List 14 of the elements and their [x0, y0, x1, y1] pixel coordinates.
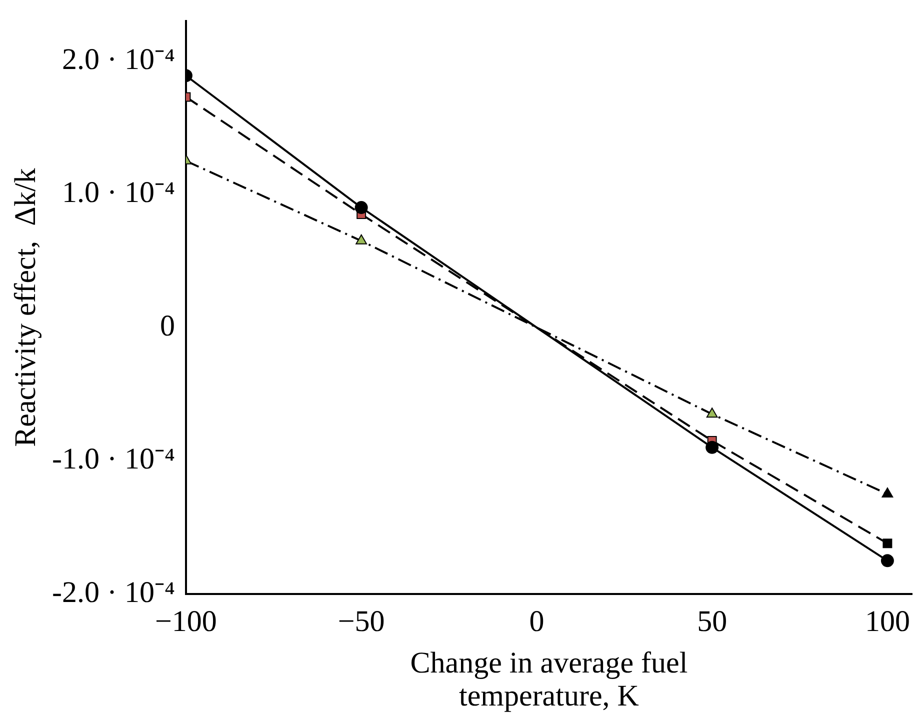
y-tick-label: 1.0 · 10⁻⁴: [62, 176, 175, 210]
y-tick-label: 0: [160, 309, 175, 342]
point: [880, 554, 894, 568]
point: [706, 440, 719, 454]
y-axis-title: Reactivity effect, Δk/k: [8, 168, 42, 447]
point: [706, 408, 718, 418]
x-tick-label: 0: [529, 604, 544, 638]
x-tick-label: 50: [697, 604, 728, 638]
x-tick-label: −50: [338, 604, 385, 638]
x-axis-title: Change in average fuel temperature, K: [410, 646, 688, 712]
y-tick-label: 2.0 · 10⁻⁴: [62, 42, 175, 76]
x-tick-label: 100: [864, 604, 910, 638]
y-tick-label: -1.0 · 10⁻⁴: [52, 442, 175, 476]
point: [356, 234, 368, 244]
